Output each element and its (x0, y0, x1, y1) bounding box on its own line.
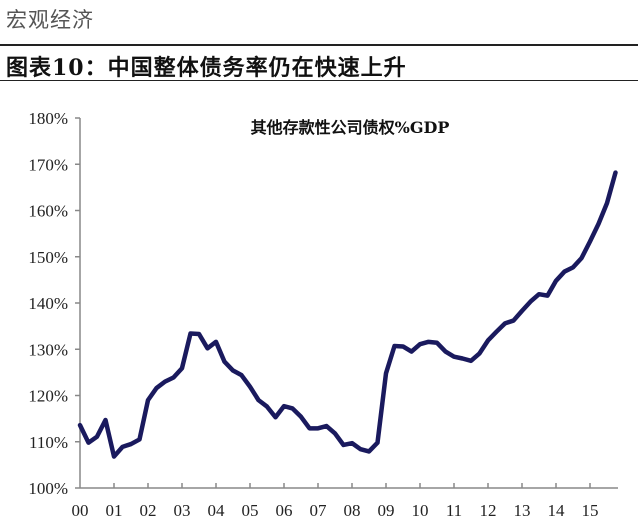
x-tick-label: 14 (548, 501, 566, 520)
y-tick-label: 120% (28, 387, 68, 406)
x-tick-label: 10 (412, 501, 429, 520)
y-tick-label: 140% (28, 294, 68, 313)
x-tick-label: 05 (242, 501, 259, 520)
x-tick-label: 07 (310, 501, 328, 520)
x-tick-label: 13 (514, 501, 531, 520)
y-tick-label: 170% (28, 155, 68, 174)
x-tick-label: 00 (72, 501, 89, 520)
x-tick-label: 01 (106, 501, 123, 520)
y-tick-label: 150% (28, 248, 68, 267)
series-line (77, 170, 618, 459)
divider (0, 44, 638, 46)
x-tick-label: 12 (480, 501, 497, 520)
chart-title: 其他存款性公司债权%GDP (251, 118, 450, 137)
y-tick-label: 110% (29, 433, 68, 452)
x-tick-label: 06 (276, 501, 293, 520)
y-tick-label: 100% (28, 479, 68, 498)
y-tick-label: 180% (28, 109, 68, 128)
divider (0, 80, 638, 81)
y-tick-label: 160% (28, 202, 68, 221)
x-tick-label: 04 (208, 501, 226, 520)
figure-title: 图表10：中国整体债务率仍在快速上升 (6, 55, 407, 81)
x-tick-label: 03 (174, 501, 191, 520)
section-header: 宏观经济 (6, 8, 94, 32)
x-tick-label: 02 (140, 501, 157, 520)
x-tick-label: 15 (582, 501, 599, 520)
y-tick-label: 130% (28, 340, 68, 359)
x-tick-label: 08 (344, 501, 361, 520)
x-tick-label: 11 (446, 501, 462, 520)
x-tick-label: 09 (378, 501, 395, 520)
